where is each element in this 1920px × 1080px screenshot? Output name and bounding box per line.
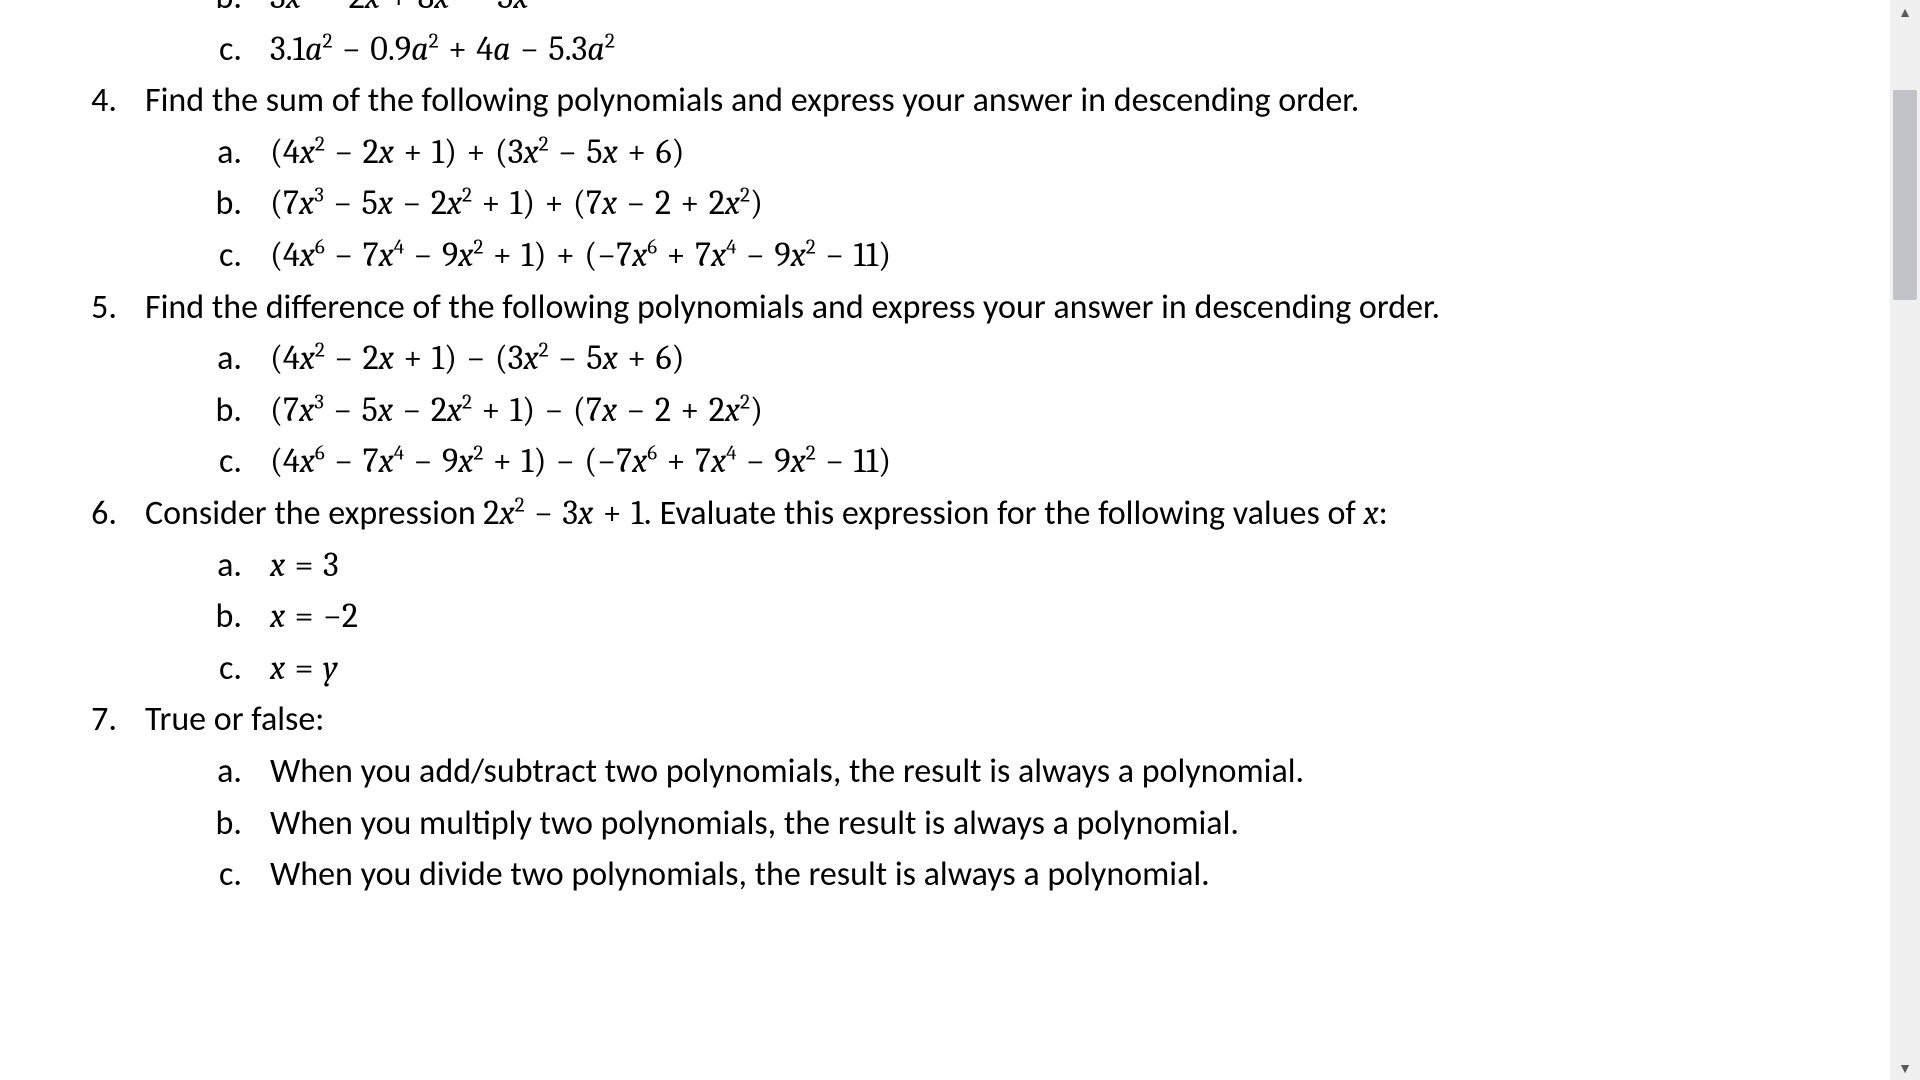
sub-text: When you multiply two polynomials, the r… xyxy=(270,800,1890,848)
sub-text: When you divide two polynomials, the res… xyxy=(270,851,1890,899)
sub-letter: c. xyxy=(0,645,270,693)
question-text: Find the difference of the following pol… xyxy=(145,284,1890,332)
sub-letter: b. xyxy=(0,0,270,22)
q6-line: 6. Consider the expression 2x2 − 3x + 1.… xyxy=(0,490,1890,538)
q5-c: c. (4x6 − 7x4 − 9x2 + 1) − (−7x6 + 7x4 −… xyxy=(0,438,1890,486)
scroll-down-arrow-icon[interactable]: ▼ xyxy=(1893,1056,1917,1080)
q5-a: a. (4x2 − 2x + 1) − (3x2 − 5x + 6) xyxy=(0,335,1890,383)
q7-c: c. When you divide two polynomials, the … xyxy=(0,851,1890,899)
q6-colon: : xyxy=(1379,493,1388,534)
question-text: True or false: xyxy=(145,696,1890,744)
sub-math: (7x3 − 5x − 2x2 + 1) + (7x − 2 + 2x2) xyxy=(270,180,1890,228)
question-number: 5. xyxy=(0,284,145,332)
q7-line: 7. True or false: xyxy=(0,696,1890,744)
vertical-scrollbar[interactable]: ▲ ▼ xyxy=(1890,0,1920,1080)
q4-a: a. (4x2 − 2x + 1) + (3x2 − 5x + 6) xyxy=(0,129,1890,177)
sub-math: (7x3 − 5x − 2x2 + 1) − (7x − 2 + 2x2) xyxy=(270,387,1890,435)
q4-b: b. (7x3 − 5x − 2x2 + 1) + (7x − 2 + 2x2) xyxy=(0,180,1890,228)
q6-b: b. x = −2 xyxy=(0,593,1890,641)
sub-letter: b. xyxy=(0,387,270,435)
sub-letter: b. xyxy=(0,593,270,641)
sub-math: x = −2 xyxy=(270,593,1890,641)
sub-text: When you add/subtract two polynomials, t… xyxy=(270,748,1890,796)
prev-sub-c: c. 3.1a2 − 0.9a2 + 4a − 5.3a2 xyxy=(0,26,1890,74)
scroll-thumb[interactable] xyxy=(1893,90,1917,300)
q4-line: 4. Find the sum of the following polynom… xyxy=(0,77,1890,125)
sub-math: x = 3 xyxy=(270,542,1890,590)
q6-a: a. x = 3 xyxy=(0,542,1890,590)
scroll-up-arrow-icon[interactable]: ▲ xyxy=(1893,0,1917,24)
question-number: 4. xyxy=(0,77,145,125)
q6-expr: 2x2 − 3x + 1 xyxy=(483,493,643,533)
sub-math: (4x2 − 2x + 1) − (3x2 − 5x + 6) xyxy=(270,335,1890,383)
q5-line: 5. Find the difference of the following … xyxy=(0,284,1890,332)
question-text: Consider the expression 2x2 − 3x + 1. Ev… xyxy=(145,490,1890,538)
question-number: 6. xyxy=(0,490,145,538)
q7-b: b. When you multiply two polynomials, th… xyxy=(0,800,1890,848)
sub-letter: c. xyxy=(0,851,270,899)
sub-letter: a. xyxy=(0,542,270,590)
sub-math: (4x6 − 7x4 − 9x2 + 1) − (−7x6 + 7x4 − 9x… xyxy=(270,438,1890,486)
q6-c: c. x = y xyxy=(0,645,1890,693)
document-page: b. 3x2 − 2x + 8x2 − 5x c. 3.1a2 − 0.9a2 … xyxy=(0,0,1890,1080)
sub-math: x = y xyxy=(270,645,1890,693)
q5-b: b. (7x3 − 5x − 2x2 + 1) − (7x − 2 + 2x2) xyxy=(0,387,1890,435)
sub-letter: c. xyxy=(0,26,270,74)
prev-sub-b: b. 3x2 − 2x + 8x2 − 5x xyxy=(0,0,1890,22)
sub-math: 3.1a2 − 0.9a2 + 4a − 5.3a2 xyxy=(270,26,1890,74)
q6-pre: Consider the expression xyxy=(145,493,483,534)
sub-math: (4x2 − 2x + 1) + (3x2 − 5x + 6) xyxy=(270,129,1890,177)
question-text: Find the sum of the following polynomial… xyxy=(145,77,1890,125)
sub-letter: c. xyxy=(0,232,270,280)
sub-letter: b. xyxy=(0,800,270,848)
q7-a: a. When you add/subtract two polynomials… xyxy=(0,748,1890,796)
question-number: 7. xyxy=(0,696,145,744)
q4-c: c. (4x6 − 7x4 − 9x2 + 1) + (−7x6 + 7x4 −… xyxy=(0,232,1890,280)
sub-math: 3x2 − 2x + 8x2 − 5x xyxy=(270,0,1890,22)
q6-post: . Evaluate this expression for the follo… xyxy=(643,493,1363,534)
sub-letter: c. xyxy=(0,438,270,486)
sub-letter: a. xyxy=(0,748,270,796)
sub-math: (4x6 − 7x4 − 9x2 + 1) + (−7x6 + 7x4 − 9x… xyxy=(270,232,1890,280)
sub-letter: a. xyxy=(0,335,270,383)
sub-letter: b. xyxy=(0,180,270,228)
q6-var: x xyxy=(1363,493,1378,533)
sub-letter: a. xyxy=(0,129,270,177)
